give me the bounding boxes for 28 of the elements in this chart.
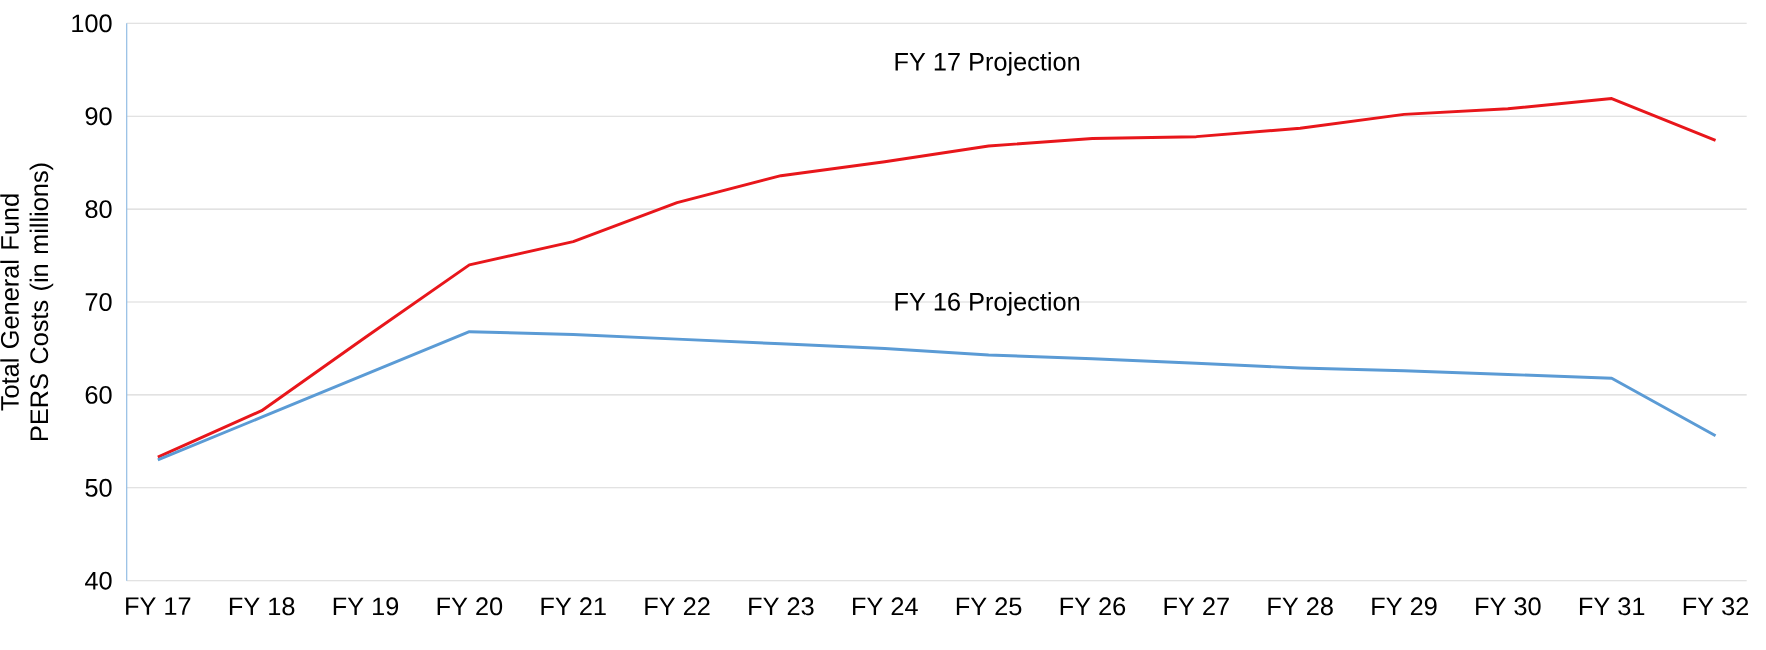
y-tick-label: 90 xyxy=(85,107,112,126)
y-tick-label: 50 xyxy=(85,478,112,497)
x-tick-label: FY 22 xyxy=(645,597,710,616)
x-tick-label: FY 20 xyxy=(437,597,503,616)
x-tick-label: FY 25 xyxy=(956,597,1022,616)
y-tick-label: 70 xyxy=(85,293,112,311)
annotation: FY 16 Projection xyxy=(895,292,1080,316)
x-tick-label: FY 30 xyxy=(1476,597,1541,616)
x-tick-label: FY 28 xyxy=(1268,597,1333,616)
x-tick-label: FY 27 xyxy=(1164,597,1229,616)
x-tick-label: FY 32 xyxy=(1683,597,1749,616)
y-tick-label: 80 xyxy=(85,200,112,219)
y-tick-label: 60 xyxy=(85,385,112,404)
y-axis-title: Total General Fund PERS Costs (in millions) xyxy=(0,163,54,440)
line-series xyxy=(156,97,1718,459)
line-series xyxy=(156,330,1718,462)
x-tick-label: FY 21 xyxy=(541,597,606,616)
x-tick-label: FY 17 xyxy=(126,597,191,615)
x-tick-label: FY 19 xyxy=(333,597,399,616)
x-tick-label: FY 24 xyxy=(853,597,918,616)
x-tick-label: FY 18 xyxy=(229,597,295,616)
y-tick-label: 100 xyxy=(72,14,112,33)
y-tick-label: 40 xyxy=(85,571,112,590)
x-tick-label: FY 23 xyxy=(749,597,814,616)
x-tick-label: FY 29 xyxy=(1372,597,1437,616)
x-tick-label: FY 31 xyxy=(1579,597,1645,616)
annotation: FY 17 Projection xyxy=(895,52,1080,76)
x-tick-label: FY 26 xyxy=(1060,597,1126,616)
